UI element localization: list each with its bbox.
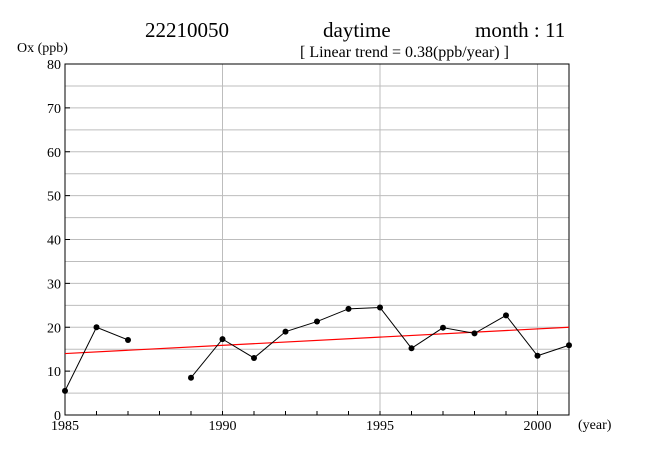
y-tick-label: 0 — [54, 409, 61, 424]
data-point — [566, 342, 572, 349]
month-label: month : 11 — [475, 18, 565, 42]
x-tick-label: 2000 — [524, 419, 552, 434]
data-point — [62, 387, 68, 394]
x-tick-label: 1990 — [209, 419, 237, 434]
y-tick-labels: 0 10 20 30 40 50 60 70 80 — [47, 58, 70, 424]
y-tick-label: 40 — [47, 234, 61, 249]
y-axis-label: Ox (ppb) — [17, 41, 68, 56]
data-point — [93, 324, 100, 331]
grid-lines — [65, 64, 569, 415]
data-point — [345, 305, 352, 312]
data-point — [188, 374, 194, 381]
y-tick-label: 80 — [47, 58, 61, 73]
x-tick-label: 1995 — [366, 419, 394, 434]
data-point — [282, 328, 289, 335]
trend-layer — [64, 326, 570, 355]
linear-trend-label: [ Linear trend = 0.38(ppb/year) ] — [300, 44, 509, 61]
y-tick-label: 60 — [47, 146, 61, 161]
period-label: daytime — [323, 18, 391, 42]
y-tick-label: 50 — [47, 190, 61, 205]
y-tick-label: 70 — [47, 102, 61, 117]
data-point — [377, 304, 383, 311]
x-axis-label: (year) — [578, 418, 612, 433]
y-tick-label: 20 — [47, 321, 61, 336]
y-tick-label: 10 — [47, 365, 61, 380]
x-tick-labels: 1985 1990 1995 2000 — [51, 411, 570, 434]
data-point — [471, 330, 478, 337]
series-line — [64, 326, 129, 392]
data-point — [219, 336, 226, 343]
station-id: 22210050 — [145, 18, 229, 42]
data-point — [251, 354, 257, 361]
trend-line — [64, 326, 570, 355]
series-layer — [62, 304, 572, 394]
y-tick-label: 30 — [47, 277, 61, 292]
data-point — [314, 318, 320, 325]
data-point — [503, 312, 509, 319]
data-point — [534, 352, 541, 359]
data-point — [440, 324, 446, 331]
data-point — [408, 345, 415, 352]
data-point — [125, 336, 131, 343]
x-tick-label: 1985 — [51, 419, 79, 434]
